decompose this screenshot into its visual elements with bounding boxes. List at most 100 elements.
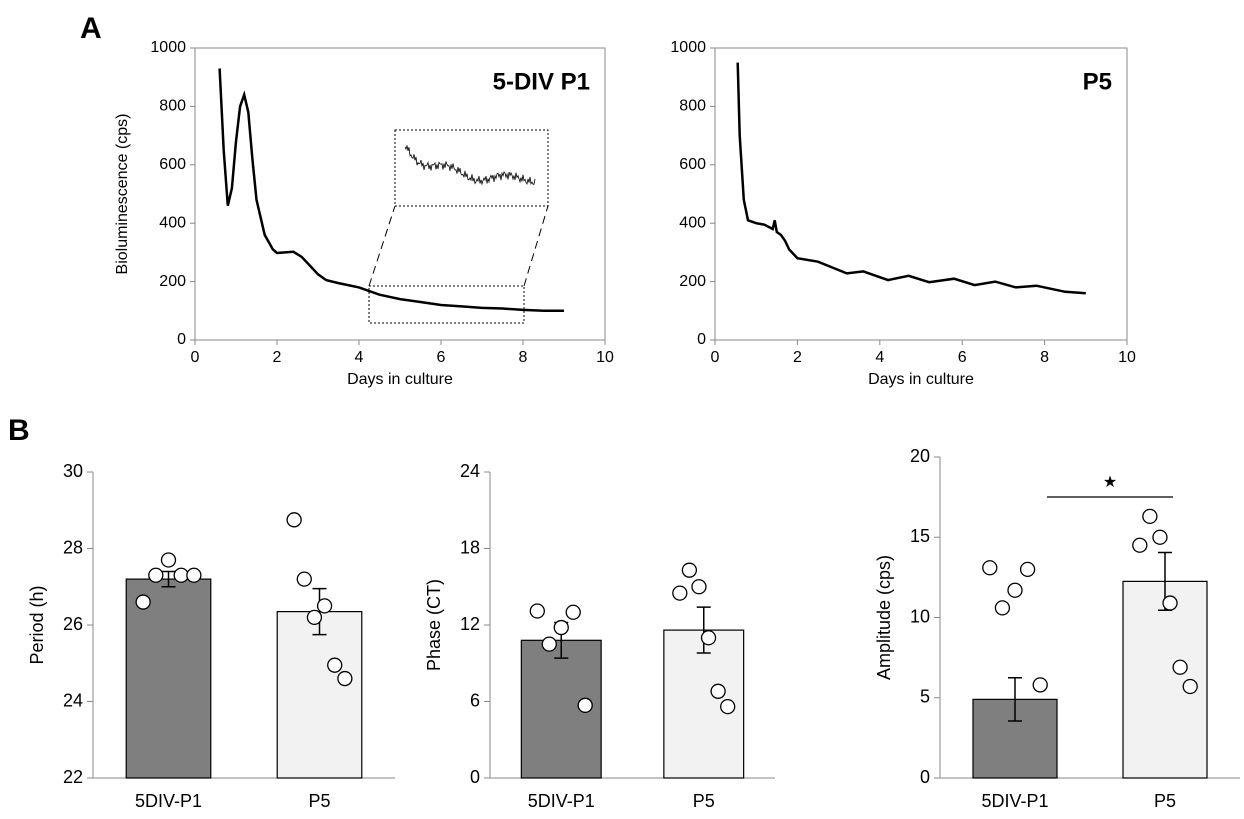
y-tick-label: 20 (910, 446, 930, 466)
y-tick-label: 24 (460, 461, 480, 481)
x-axis-title: Days in culture (347, 371, 453, 388)
y-tick-label: 30 (63, 461, 83, 481)
x-tick-label: 8 (519, 349, 528, 366)
y-axis-title: Bioluminescence (cps) (114, 114, 131, 275)
data-point (982, 560, 998, 576)
panel-label: B (8, 414, 30, 447)
x-tick-label: 6 (437, 349, 446, 366)
y-tick-label: 12 (460, 614, 480, 634)
data-point (286, 512, 302, 528)
x-tick-label: 8 (1040, 349, 1049, 366)
data-point (1182, 678, 1198, 695)
data-point (710, 683, 726, 699)
x-tick-label: 0 (191, 349, 200, 366)
zoom-connector (368, 205, 396, 287)
y-tick-label: 22 (63, 767, 83, 787)
data-point (173, 567, 189, 583)
line-series (736, 62, 1086, 295)
zoom-region (368, 285, 525, 324)
data-point (316, 598, 333, 614)
y-tick-label: 600 (679, 156, 706, 173)
data-point (565, 604, 581, 620)
x-tick-label: P5 (308, 791, 330, 811)
data-point (148, 567, 164, 583)
x-tick-label: 10 (596, 349, 614, 366)
error-bar (696, 606, 711, 654)
y-tick-label: 1000 (670, 39, 706, 56)
data-point (541, 636, 557, 652)
data-point (1007, 582, 1023, 598)
y-tick-label: 28 (63, 537, 83, 557)
y-tick-label: 10 (910, 606, 930, 626)
data-point (160, 552, 177, 568)
bar (125, 578, 212, 779)
data-point (1019, 561, 1036, 577)
data-point (1032, 677, 1048, 693)
annotation: 5-DIV P1 (493, 68, 590, 95)
data-point (672, 585, 688, 601)
y-tick-label: 400 (679, 214, 706, 231)
error-bar (161, 570, 176, 588)
y-tick-label: 800 (159, 98, 186, 115)
y-tick-label: 0 (470, 767, 480, 787)
panel-label: A (80, 12, 102, 45)
y-tick-label: 200 (159, 273, 186, 290)
x-tick-label: 10 (1118, 349, 1136, 366)
y-tick-label: 26 (63, 614, 83, 634)
data-point (1142, 508, 1158, 525)
data-point (700, 630, 717, 646)
data-point (994, 600, 1011, 616)
data-point (1162, 595, 1178, 611)
x-tick-label: 2 (793, 349, 802, 366)
data-point (296, 571, 312, 587)
x-tick-label: 2 (273, 349, 282, 366)
y-tick-label: 6 (470, 690, 480, 710)
y-axis-title: Phase (CT) (424, 579, 444, 671)
data-point (1132, 537, 1148, 553)
data-point (135, 594, 151, 610)
y-tick-label: 0 (177, 331, 186, 348)
y-tick-label: 1000 (150, 39, 186, 56)
inset-trace (404, 145, 536, 186)
x-tick-label: 4 (875, 349, 884, 366)
x-tick-label: 0 (711, 349, 720, 366)
y-tick-label: 18 (460, 537, 480, 557)
data-point (681, 562, 698, 578)
data-point (186, 567, 202, 583)
x-tick-label: 4 (355, 349, 364, 366)
y-axis-title: Period (h) (27, 585, 47, 664)
data-point (337, 670, 353, 687)
data-point (720, 698, 736, 715)
bar (276, 611, 363, 779)
y-tick-label: 5 (920, 687, 930, 707)
x-tick-label: 5DIV-P1 (135, 791, 202, 811)
y-tick-label: 0 (697, 331, 706, 348)
data-point (1172, 659, 1188, 675)
y-tick-label: 200 (679, 273, 706, 290)
annotation: ★ (1103, 474, 1117, 491)
x-tick-label: 5DIV-P1 (528, 791, 595, 811)
y-tick-label: 600 (159, 156, 186, 173)
data-point (327, 657, 343, 673)
y-tick-label: 400 (159, 214, 186, 231)
y-tick-label: 800 (679, 98, 706, 115)
data-point (1152, 529, 1168, 545)
x-axis-title: Days in culture (868, 371, 974, 388)
x-tick-label: 6 (958, 349, 967, 366)
zoom-connector (523, 205, 549, 287)
data-point (553, 619, 569, 636)
y-axis-title: Amplitude (cps) (874, 555, 894, 680)
data-point (306, 609, 323, 625)
line-series (218, 68, 564, 313)
data-point (691, 579, 707, 595)
x-tick-label: P5 (693, 791, 715, 811)
plot-frame (714, 47, 1128, 341)
y-tick-label: 15 (910, 526, 930, 546)
x-tick-label: 5DIV-P1 (981, 791, 1048, 811)
error-bar (1008, 676, 1022, 722)
annotation: P5 (1083, 68, 1112, 95)
error-bar (312, 587, 327, 636)
plot-frame (194, 47, 606, 341)
data-point (577, 697, 593, 713)
